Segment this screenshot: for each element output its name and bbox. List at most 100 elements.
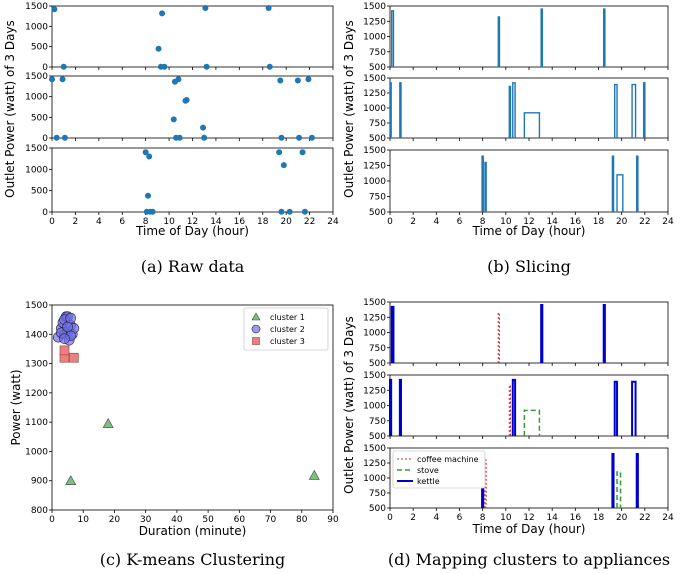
- pulse-series: [389, 82, 392, 138]
- x-tick-label: 22: [304, 217, 315, 227]
- y-axis-label: Outlet Power (watt) of 3 Days: [342, 20, 356, 198]
- data-point: [202, 5, 209, 12]
- x-tick-label: 0: [387, 513, 393, 523]
- data-point: [276, 149, 283, 156]
- y-tick-label: 1250: [363, 17, 386, 27]
- pulse-series: [512, 82, 516, 138]
- pulse-series: [540, 8, 544, 67]
- y-tick-label: 1000: [363, 474, 386, 484]
- y-tick-label: 1000: [363, 104, 386, 114]
- chart-c: 800 900 1000 1100 1200 1300 1400 1500 0 10 20 30 40 5…: [9, 301, 339, 569]
- x-tick-label: 6: [457, 513, 463, 523]
- y-tick-label: 500: [369, 134, 386, 144]
- data-point: [266, 63, 273, 70]
- x-tick-label: 20: [616, 217, 628, 227]
- y-tick-label: 1500: [25, 72, 48, 82]
- data-point: [59, 76, 66, 83]
- x-tick-label: 18: [593, 513, 605, 523]
- x-tick-label: 12: [523, 513, 534, 523]
- y-tick-label: 0: [42, 134, 48, 144]
- x-tick-label: 10: [500, 513, 512, 523]
- figure-caption: (b) Slicing: [487, 257, 571, 276]
- y-tick-label: 1500: [363, 298, 386, 308]
- y-tick-label: 1500: [25, 2, 48, 12]
- plot-frame: [51, 5, 334, 68]
- data-point: [176, 134, 183, 141]
- pulse-series: [603, 8, 606, 67]
- y-tick-label: 750: [369, 344, 386, 354]
- data-point: [53, 134, 60, 141]
- plot-frame: [51, 147, 334, 213]
- data-point: [280, 162, 287, 169]
- data-point: [60, 63, 67, 70]
- y-tick-label: 1000: [25, 447, 48, 457]
- y-tick-label: 1500: [25, 144, 48, 154]
- y-tick-label: 1500: [363, 2, 386, 12]
- cluster-1-point: [65, 475, 77, 486]
- figure-caption: (c) K-means Clustering: [100, 550, 286, 569]
- x-tick-label: 14: [210, 217, 222, 227]
- cluster-2-point: [65, 312, 77, 324]
- pulse-stove: [616, 471, 622, 508]
- data-point: [301, 208, 308, 215]
- y-axis-label: Power (watt): [9, 369, 23, 445]
- pulse-series: [611, 155, 615, 212]
- legend: coffee machine stove kettle: [392, 450, 486, 489]
- x-tick-label: 16: [570, 217, 582, 227]
- figure-caption: (d) Mapping clusters to appliances: [388, 550, 670, 569]
- x-tick-label: 16: [234, 217, 246, 227]
- x-tick-label: 0: [49, 515, 55, 525]
- pulse-kettle: [390, 305, 395, 363]
- pulse-series: [614, 83, 618, 138]
- y-tick-label: 1250: [363, 459, 386, 469]
- data-point: [201, 134, 208, 141]
- x-tick-label: 40: [171, 515, 183, 525]
- data-point: [278, 208, 285, 215]
- y-tick-label: 1250: [363, 89, 386, 99]
- x-tick-label: 20: [109, 515, 121, 525]
- plot-frame: [389, 374, 669, 437]
- x-tick-label: 20: [280, 217, 292, 227]
- x-tick-label: 20: [616, 513, 628, 523]
- x-tick-label: 90: [327, 515, 339, 525]
- data-point: [296, 134, 303, 141]
- pulse-series: [481, 155, 484, 212]
- y-tick-label: 1000: [25, 22, 48, 32]
- x-tick-label: 0: [49, 217, 55, 227]
- x-tick-label: 0: [387, 217, 393, 227]
- y-tick-label: 500: [369, 208, 386, 218]
- chart-b: 5007501000125015005007501000125015005007…: [342, 2, 674, 276]
- data-point: [142, 149, 149, 156]
- pulse-series: [616, 174, 624, 212]
- x-tick-label: 30: [140, 515, 152, 525]
- figure-caption: (a) Raw data: [141, 257, 245, 276]
- x-tick-label: 24: [662, 217, 674, 227]
- legend-label: coffee machine: [417, 455, 479, 464]
- plot-frame: [389, 149, 669, 213]
- plot-frame: [389, 301, 669, 364]
- data-point: [49, 76, 55, 83]
- y-tick-label: 900: [31, 477, 48, 487]
- pulse-series: [391, 10, 395, 67]
- x-tick-label: 18: [593, 217, 605, 227]
- plot-frame: [51, 304, 334, 511]
- pulse-kettle: [540, 304, 544, 363]
- x-axis-label: Time of Day (hour): [472, 522, 586, 536]
- pulse-coffee-machine: [497, 312, 500, 363]
- pulse-kettle: [631, 380, 637, 436]
- cluster-1-point: [102, 417, 114, 428]
- y-tick-label: 1000: [25, 165, 48, 175]
- x-tick-label: 4: [96, 217, 102, 227]
- pulse-stove: [523, 409, 541, 436]
- pulse-kettle: [613, 380, 619, 436]
- y-tick-label: 750: [369, 417, 386, 427]
- y-tick-label: 750: [369, 119, 386, 129]
- pulse-series: [642, 82, 646, 138]
- x-axis-label: Time of Day (hour): [472, 224, 586, 238]
- y-tick-label: 500: [31, 187, 48, 197]
- y-tick-label: 1500: [363, 146, 386, 156]
